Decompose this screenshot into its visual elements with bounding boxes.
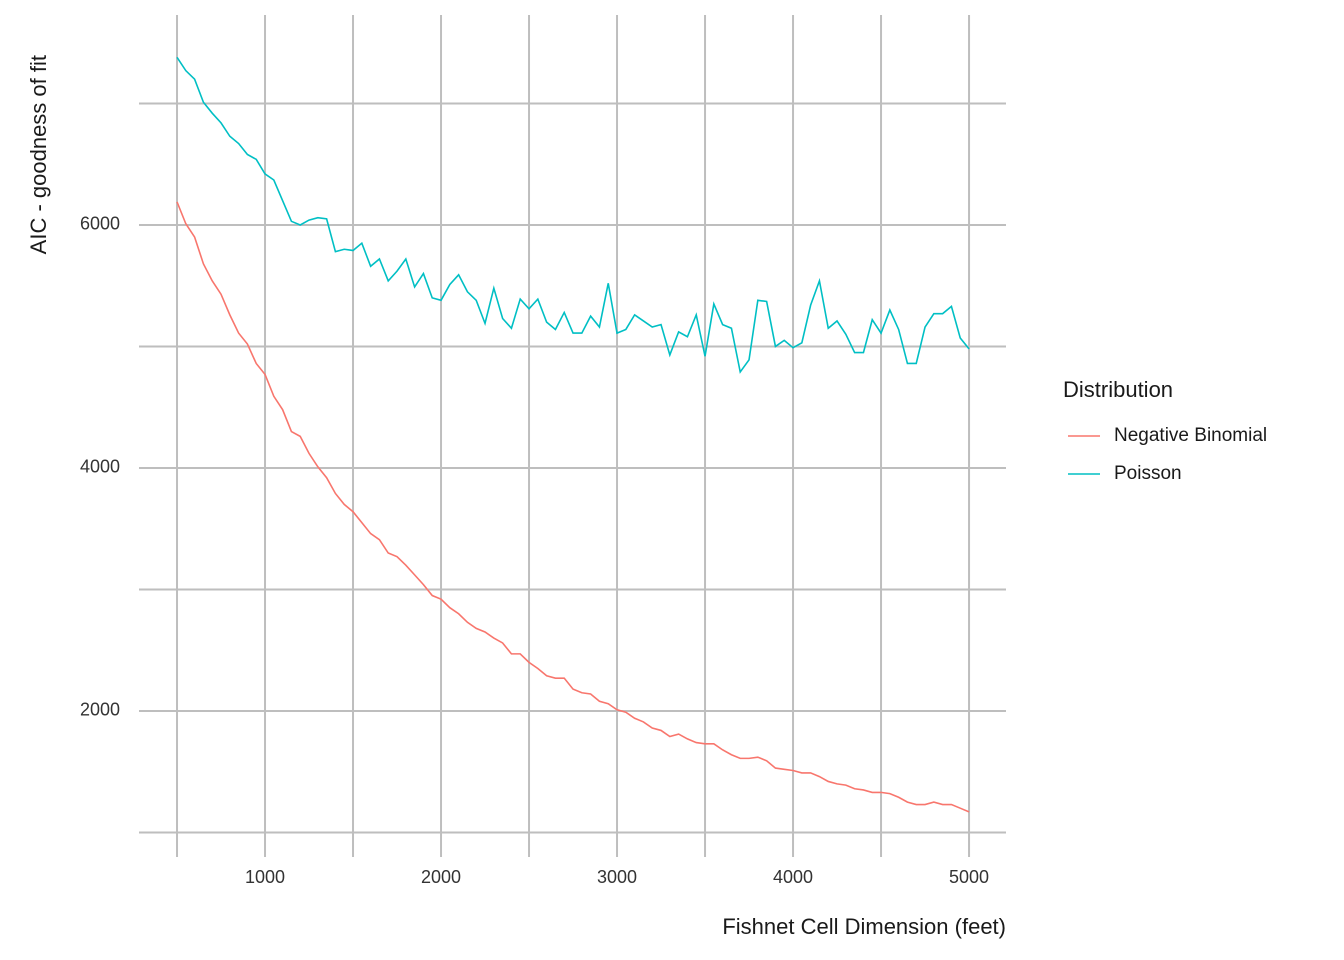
legend-label: Poisson — [1114, 463, 1182, 484]
y-tick-label: 6000 — [80, 214, 120, 234]
x-tick-label: 2000 — [421, 867, 461, 887]
x-tick-label: 4000 — [773, 867, 813, 887]
x-axis-label: Fishnet Cell Dimension (feet) — [722, 914, 1006, 939]
series-line — [176, 56, 970, 374]
series-line — [176, 201, 970, 813]
y-tick-label: 2000 — [80, 700, 120, 720]
x-tick-label: 3000 — [597, 867, 637, 887]
x-tick-label: 1000 — [245, 867, 285, 887]
x-tick-label: 5000 — [949, 867, 989, 887]
legend-label: Negative Binomial — [1114, 425, 1267, 446]
y-axis-label: AIC - goodness of fit — [26, 55, 51, 254]
y-tick-label: 4000 — [80, 457, 120, 477]
legend-title: Distribution — [1063, 377, 1173, 402]
